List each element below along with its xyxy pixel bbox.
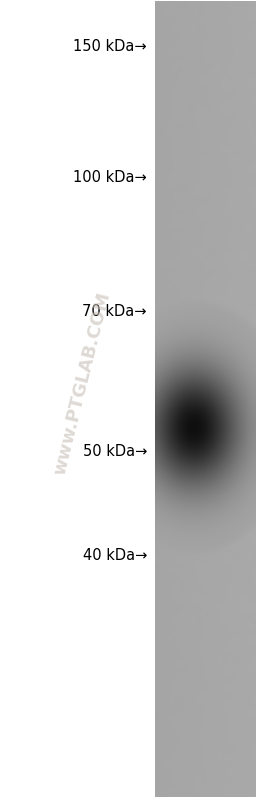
Text: 150 kDa→: 150 kDa→ [73,39,147,54]
Text: 100 kDa→: 100 kDa→ [73,170,147,185]
Text: 40 kDa→: 40 kDa→ [83,548,147,562]
Text: 50 kDa→: 50 kDa→ [83,444,147,459]
Text: 70 kDa→: 70 kDa→ [83,304,147,319]
Text: www.PTGLAB.COM: www.PTGLAB.COM [51,290,114,477]
